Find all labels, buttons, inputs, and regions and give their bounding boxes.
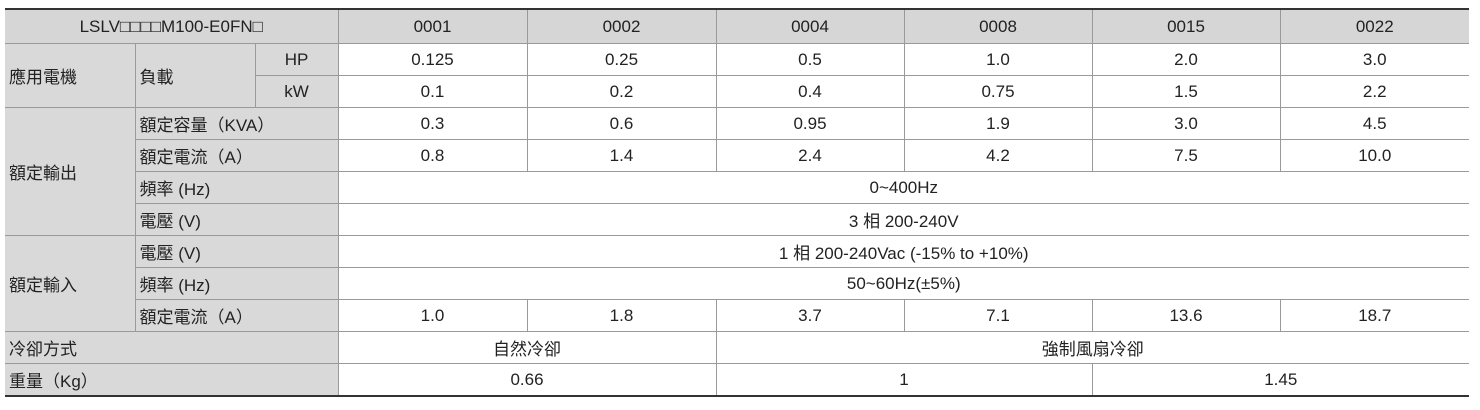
value-cell: 0.66 — [337, 363, 717, 397]
label-cell: 負載 — [134, 43, 256, 108]
value-cell: 1.0 — [337, 299, 528, 332]
row: 電壓 (V) 3 相 200-240V — [5, 203, 1469, 236]
group-cell: 應用電機 — [5, 43, 136, 108]
unit-cell: HP — [254, 43, 339, 76]
header-cell: 0015 — [1091, 8, 1281, 44]
row: 額定電流（A） 0.8 1.4 2.4 4.2 7.5 10.0 — [5, 139, 1469, 172]
value-cell: 0.25 — [526, 43, 717, 76]
header-row: LSLV□□□□M100-E0FN□ 0001 0002 0004 0008 0… — [5, 8, 1469, 44]
value-cell: 1.9 — [903, 107, 1093, 140]
label-cell: 電壓 (V) — [134, 235, 339, 268]
value-cell: 1.5 — [1091, 75, 1281, 108]
value-cell: 0.6 — [526, 107, 717, 140]
row: 額定電流（A） 1.0 1.8 3.7 7.1 13.6 18.7 — [5, 299, 1469, 332]
value-cell: 4.2 — [903, 139, 1093, 172]
header-cell: 0008 — [903, 8, 1093, 44]
value-cell: 0.125 — [337, 43, 528, 76]
value-cell: 50~60Hz(±5%) — [337, 267, 1469, 300]
header-cell: 0004 — [715, 8, 905, 44]
value-cell: 1.8 — [526, 299, 717, 332]
value-cell: 自然冷卻 — [337, 331, 717, 364]
value-cell: 2.0 — [1091, 43, 1281, 76]
label-cell: 重量（Kg） — [5, 363, 339, 397]
label-cell: 頻率 (Hz) — [135, 171, 339, 204]
value-cell: 2.2 — [1279, 75, 1469, 108]
value-cell: 1.4 — [526, 139, 717, 172]
row: 重量（Kg） 0.66 1 1.45 — [5, 363, 1469, 397]
label-cell: 冷卻方式 — [5, 331, 339, 364]
value-cell: 7.1 — [903, 299, 1093, 332]
value-cell: 7.5 — [1091, 139, 1281, 172]
value-cell: 13.6 — [1091, 299, 1281, 332]
value-cell: 0.1 — [337, 75, 528, 108]
label-cell: 額定電流（A） — [135, 299, 339, 332]
header-cell: 0001 — [337, 8, 528, 44]
value-cell: 18.7 — [1279, 299, 1469, 332]
row: 冷卻方式 自然冷卻 強制風扇冷卻 — [5, 331, 1469, 364]
value-cell: 3.7 — [715, 299, 905, 332]
value-cell: 3 相 200-240V — [337, 203, 1469, 236]
spec-table: LSLV□□□□M100-E0FN□ 0001 0002 0004 0008 0… — [5, 8, 1469, 397]
row: 額定輸入 電壓 (V) 1 相 200-240Vac (-15% to +10%… — [5, 235, 1469, 332]
label-cell: 電壓 (V) — [135, 203, 339, 236]
value-cell: 3.0 — [1091, 107, 1281, 140]
row: kW 0.1 0.2 0.4 0.75 1.5 2.2 — [5, 75, 1469, 108]
value-cell: 0.8 — [337, 139, 528, 172]
value-cell: 1.0 — [903, 43, 1093, 76]
unit-cell: kW — [255, 75, 339, 108]
header-cell: LSLV□□□□M100-E0FN□ — [5, 8, 339, 44]
header-cell: 0002 — [526, 8, 717, 44]
label-cell: 額定容量（KVA） — [134, 107, 339, 140]
group-cell: 額定輸入 — [5, 235, 136, 332]
value-cell: 0~400Hz — [337, 171, 1469, 204]
label-cell: 頻率 (Hz) — [135, 267, 339, 300]
value-cell: 4.5 — [1279, 107, 1469, 140]
row: 額定輸出 額定容量（KVA） 0.3 0.6 0.95 1.9 3.0 4.5 — [5, 107, 1469, 236]
row: 頻率 (Hz) 0~400Hz — [5, 171, 1469, 204]
value-cell: 0.5 — [715, 43, 905, 76]
value-cell: 0.2 — [526, 75, 717, 108]
value-cell: 0.3 — [337, 107, 528, 140]
value-cell: 強制風扇冷卻 — [715, 331, 1469, 364]
value-cell: 10.0 — [1279, 139, 1469, 172]
value-cell: 2.4 — [715, 139, 905, 172]
value-cell: 3.0 — [1279, 43, 1469, 76]
row: 應用電機 負載 HP 0.125 0.25 0.5 1.0 2.0 3.0 — [5, 43, 1469, 108]
value-cell: 1.45 — [1091, 363, 1469, 397]
value-cell: 0.75 — [903, 75, 1093, 108]
value-cell: 1 — [715, 363, 1093, 397]
group-cell: 額定輸出 — [5, 107, 136, 236]
header-cell: 0022 — [1279, 8, 1469, 44]
value-cell: 0.95 — [715, 107, 905, 140]
row: 頻率 (Hz) 50~60Hz(±5%) — [5, 267, 1469, 300]
label-cell: 額定電流（A） — [135, 139, 339, 172]
value-cell: 0.4 — [715, 75, 905, 108]
value-cell: 1 相 200-240Vac (-15% to +10%) — [337, 235, 1469, 268]
